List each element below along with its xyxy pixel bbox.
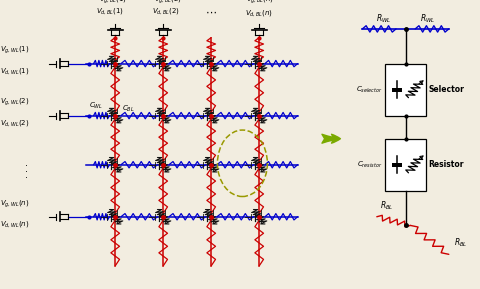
Text: $R_{WL}$: $R_{WL}$ xyxy=(376,12,392,25)
Text: $V_{g,BL}(2)$: $V_{g,BL}(2)$ xyxy=(154,0,182,6)
Text: $R_{BL}$: $R_{BL}$ xyxy=(454,236,467,249)
Text: $C_{selector}$: $C_{selector}$ xyxy=(356,84,383,95)
Text: $C_{WL}$: $C_{WL}$ xyxy=(89,101,103,111)
Text: $C_{resistor}$: $C_{resistor}$ xyxy=(357,160,383,170)
Bar xyxy=(385,139,426,191)
Text: $R_{WL}$: $R_{WL}$ xyxy=(420,12,435,25)
Text: $V_{g,WL}(1)$: $V_{g,WL}(1)$ xyxy=(0,45,30,56)
Text: .: . xyxy=(25,170,28,180)
Text: Resistor: Resistor xyxy=(428,160,464,169)
Text: $V_{g,WL}(n)$: $V_{g,WL}(n)$ xyxy=(0,198,30,210)
Text: $V_{g,BL}(1)$: $V_{g,BL}(1)$ xyxy=(99,0,127,6)
Text: $V_{g,BL}(n)$: $V_{g,BL}(n)$ xyxy=(246,0,274,6)
Text: $V_{d,WL}(n)$: $V_{d,WL}(n)$ xyxy=(0,219,30,229)
Bar xyxy=(385,64,426,116)
Text: $R_{BL}$: $R_{BL}$ xyxy=(380,200,393,212)
Text: $V_{d,BL}(1)$: $V_{d,BL}(1)$ xyxy=(96,6,124,16)
Text: $V_{g,WL}(2)$: $V_{g,WL}(2)$ xyxy=(0,97,30,108)
Text: $V_{d,WL}(2)$: $V_{d,WL}(2)$ xyxy=(0,118,30,128)
Text: $V_{d,BL}(2)$: $V_{d,BL}(2)$ xyxy=(152,6,180,16)
Text: .: . xyxy=(25,158,28,168)
Text: Selector: Selector xyxy=(428,85,464,94)
Text: $C_{BL}$: $C_{BL}$ xyxy=(122,104,135,114)
Text: $V_{d,WL}(1)$: $V_{d,WL}(1)$ xyxy=(0,66,30,76)
Text: $V_{d,BL}(n)$: $V_{d,BL}(n)$ xyxy=(245,8,273,18)
Text: .: . xyxy=(25,164,28,174)
Text: $\cdots$: $\cdots$ xyxy=(205,7,217,16)
